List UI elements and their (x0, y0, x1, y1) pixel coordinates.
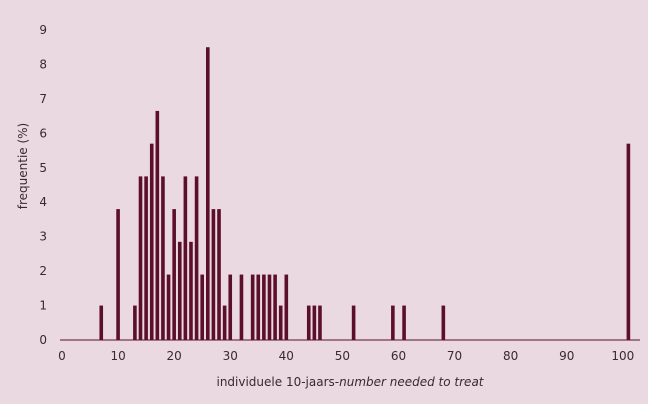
y-tick-label: 4 (39, 195, 47, 209)
bar (391, 305, 395, 340)
bar (318, 305, 322, 340)
x-tick-label: 10 (110, 349, 125, 363)
x-tick-label: 100 (611, 349, 634, 363)
bar (161, 176, 165, 340)
bar (273, 274, 277, 340)
bar (222, 305, 227, 340)
bar (116, 209, 120, 340)
bar (177, 241, 182, 340)
bar (172, 209, 176, 340)
bar (189, 241, 193, 340)
bar (149, 143, 154, 340)
bar (250, 274, 255, 340)
x-tick-label: 60 (391, 349, 406, 363)
bars-group (99, 47, 631, 340)
x-tick-label: 50 (335, 349, 350, 363)
y-tick-label: 0 (39, 333, 47, 347)
bar (228, 274, 233, 340)
bar (194, 176, 199, 340)
bar (312, 305, 317, 340)
bar (306, 305, 311, 340)
bar (278, 305, 283, 340)
bar (206, 47, 210, 340)
x-tick-label: 90 (559, 349, 574, 363)
y-tick-label: 8 (39, 57, 47, 71)
y-tick-label: 5 (39, 161, 47, 175)
bar (183, 176, 188, 340)
bar (155, 110, 160, 340)
bar (267, 274, 272, 340)
bar (239, 274, 244, 340)
bar (351, 305, 356, 340)
bar (217, 209, 221, 340)
x-axis-title-prefix: individuele 10-jaars- (216, 375, 339, 389)
y-tick-label: 6 (39, 126, 47, 140)
y-axis-title: frequentie (%) (16, 123, 30, 210)
bar (166, 274, 171, 340)
bar (441, 305, 446, 340)
x-tick-label: 40 (279, 349, 294, 363)
y-tick-labels: 0 1 2 3 4 5 6 7 8 9 (39, 23, 47, 347)
y-tick-label: 7 (39, 92, 47, 106)
bar (284, 274, 289, 340)
bar (200, 274, 204, 340)
y-tick-label: 2 (39, 264, 47, 278)
x-tick-label: 0 (58, 349, 66, 363)
x-axis-title: individuele 10-jaars-number needed to tr… (216, 375, 484, 389)
y-tick-label: 1 (39, 299, 47, 313)
bar (144, 176, 148, 340)
x-tick-label: 80 (503, 349, 518, 363)
y-tick-label: 9 (39, 23, 47, 37)
bar (262, 274, 266, 340)
bar (402, 305, 406, 340)
x-tick-label: 70 (447, 349, 462, 363)
bar (99, 305, 104, 340)
bar (133, 305, 137, 340)
bar (138, 176, 143, 340)
x-tick-label: 20 (167, 349, 182, 363)
bar (256, 274, 261, 340)
x-tick-label: 30 (223, 349, 238, 363)
x-axis-title-italic: number needed to treat (339, 375, 485, 389)
bar (626, 143, 631, 340)
y-tick-label: 3 (39, 230, 47, 244)
bar (211, 209, 216, 340)
x-tick-labels: 0 10 20 30 40 50 60 70 80 90 100 (58, 349, 634, 363)
